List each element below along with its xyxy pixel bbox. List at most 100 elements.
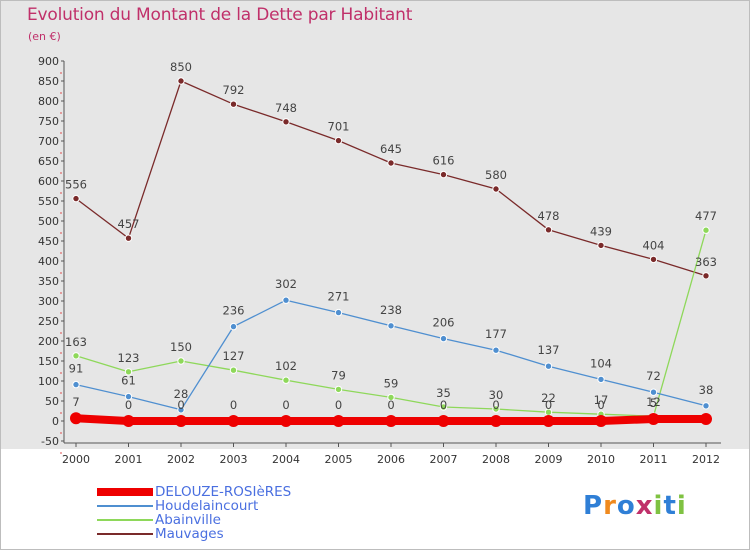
data-point <box>439 334 448 343</box>
data-point <box>334 308 343 317</box>
data-point <box>72 352 80 360</box>
data-point <box>702 226 710 234</box>
data-point <box>649 255 658 264</box>
data-label: 0 <box>387 398 394 412</box>
data-point <box>177 77 185 85</box>
data-point <box>72 194 80 203</box>
data-label: 61 <box>121 374 136 388</box>
y-tick-label: 850 <box>38 75 59 88</box>
data-point <box>227 415 240 427</box>
x-tick-label: 2010 <box>587 453 615 466</box>
brand-letter: o <box>616 491 636 521</box>
data-label: 556 <box>65 178 87 192</box>
brand-letter: i <box>653 491 664 521</box>
data-point <box>282 118 290 126</box>
data-point <box>332 415 345 427</box>
y-tick-label: 550 <box>38 195 59 208</box>
data-label: 163 <box>65 335 87 349</box>
x-tick-label: 2002 <box>167 453 195 466</box>
data-point <box>72 380 80 389</box>
data-label: 792 <box>223 83 245 97</box>
y-tick-label: 200 <box>38 335 59 348</box>
data-label: 645 <box>380 142 402 156</box>
data-label: 104 <box>590 356 612 370</box>
data-point <box>280 415 292 427</box>
data-label: 404 <box>643 238 665 252</box>
data-point <box>385 415 397 427</box>
data-point <box>229 322 238 331</box>
brand-letter: t <box>663 491 677 521</box>
data-label: 102 <box>275 359 297 373</box>
data-label: 0 <box>492 398 499 412</box>
data-label: 0 <box>597 398 604 412</box>
x-tick-label: 2006 <box>377 453 405 466</box>
x-tick-label: 2011 <box>640 453 668 466</box>
data-point <box>175 415 187 427</box>
data-point <box>490 415 502 427</box>
data-label: 616 <box>433 154 455 168</box>
brand-letter: x <box>635 491 654 521</box>
data-label: 12 <box>646 395 661 409</box>
data-label: 137 <box>538 343 560 357</box>
brand-letter: i <box>676 491 687 521</box>
data-label: 38 <box>699 383 714 397</box>
data-label: 850 <box>170 60 192 74</box>
x-tick-label: 2005 <box>325 453 353 466</box>
data-point <box>387 159 395 167</box>
data-point <box>492 405 500 413</box>
data-point <box>124 368 133 376</box>
data-point <box>595 415 607 427</box>
y-tick-label: 450 <box>38 235 59 248</box>
y-tick-label: -50 <box>41 435 59 448</box>
data-point <box>70 412 82 425</box>
data-point <box>334 136 343 145</box>
y-tick-label: 800 <box>38 95 59 108</box>
data-label: 22 <box>541 391 556 405</box>
data-label: 0 <box>177 398 184 412</box>
x-tick-label: 2001 <box>115 453 143 466</box>
y-tick-label: 0 <box>52 415 59 428</box>
data-label: 363 <box>695 255 717 269</box>
data-label: 177 <box>485 327 507 341</box>
data-point <box>177 357 185 365</box>
y-tick-label: 150 <box>38 355 59 368</box>
data-label: 0 <box>125 398 132 412</box>
data-point <box>437 415 450 427</box>
data-point <box>702 402 710 410</box>
y-tick-label: 650 <box>38 155 59 168</box>
data-label: 91 <box>69 362 84 376</box>
data-label: 5 <box>650 396 657 410</box>
data-label: 0 <box>282 398 289 412</box>
legend-label: Houdelaincourt <box>155 498 259 514</box>
data-point <box>544 226 553 234</box>
legend-label: DELOUZE-ROSIèRES <box>155 484 292 500</box>
legend-swatch <box>97 519 153 521</box>
data-point <box>439 170 448 179</box>
data-point <box>124 392 133 401</box>
y-tick-label: 400 <box>38 255 59 268</box>
data-point <box>544 362 553 370</box>
data-label: 150 <box>170 340 192 354</box>
legend-swatch <box>97 488 153 496</box>
y-tick-label: 600 <box>38 175 59 188</box>
x-tick-label: 2007 <box>430 453 458 466</box>
legend-label: Abainville <box>155 512 221 528</box>
y-tick-label: 750 <box>38 115 59 128</box>
data-label: 302 <box>275 277 297 291</box>
data-label: 580 <box>485 168 507 182</box>
data-label: 72 <box>646 369 661 383</box>
data-point <box>122 415 135 427</box>
y-tick-label: 500 <box>38 215 59 228</box>
data-label: 30 <box>489 388 504 402</box>
x-tick-label: 2009 <box>535 453 563 466</box>
data-label: 0 <box>230 398 237 412</box>
x-tick-label: 2004 <box>272 453 300 466</box>
data-label: 127 <box>223 349 245 363</box>
data-point <box>229 100 238 108</box>
data-point <box>282 376 290 384</box>
y-tick-label: 700 <box>38 135 59 148</box>
data-point <box>334 385 343 394</box>
unit-label: (en €) <box>28 30 61 43</box>
x-tick-label: 2000 <box>62 453 90 466</box>
